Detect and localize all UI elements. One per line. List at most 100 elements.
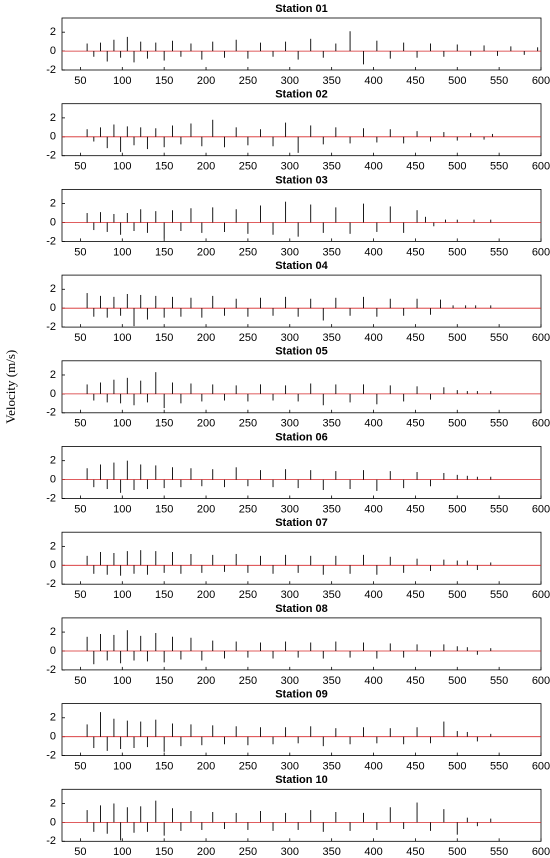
y-tick-label: 0: [50, 731, 56, 743]
x-tick-label: 150: [155, 675, 173, 687]
x-tick-label: 200: [197, 846, 215, 858]
axes-box: [61, 446, 542, 499]
x-tick-label: 600: [532, 589, 550, 601]
y-tick-label: 0: [50, 816, 56, 828]
y-tick-label: 2: [50, 455, 56, 467]
y-tick-label: 0: [50, 131, 56, 143]
axes-box: [61, 788, 542, 842]
x-tick-label: 100: [113, 75, 131, 87]
x-tick-label: 50: [74, 418, 86, 430]
x-tick-label: 600: [532, 418, 550, 430]
x-tick-label: 50: [74, 846, 86, 858]
x-tick-label: 400: [364, 161, 382, 173]
x-tick-label: 300: [281, 75, 299, 87]
x-tick-label: 150: [155, 161, 173, 173]
axes-box: [61, 703, 542, 756]
axes-box: [61, 188, 542, 242]
y-tick-label: 2: [50, 112, 56, 124]
x-tick-label: 600: [532, 503, 550, 515]
y-tick-label: -2: [46, 835, 56, 847]
x-tick-label: 150: [155, 332, 173, 344]
x-tick-label: 400: [364, 589, 382, 601]
x-tick-label: 350: [322, 761, 340, 773]
subplot-title: Station 02: [275, 89, 328, 101]
x-tick-label: 550: [490, 246, 508, 258]
x-tick-label: 450: [406, 675, 424, 687]
x-tick-label: 250: [239, 246, 257, 258]
x-tick-label: 350: [322, 675, 340, 687]
x-tick-label: 600: [532, 246, 550, 258]
x-tick-label: 450: [406, 246, 424, 258]
x-tick-label: 150: [155, 589, 173, 601]
x-tick-label: 250: [239, 675, 257, 687]
x-tick-label: 300: [281, 332, 299, 344]
x-tick-label: 450: [406, 332, 424, 344]
x-tick-label: 100: [113, 161, 131, 173]
x-tick-label: 50: [74, 75, 86, 87]
y-tick-label: 0: [50, 388, 56, 400]
subplot-title: Station 01: [275, 3, 328, 15]
y-tick-label: -2: [46, 664, 56, 676]
x-tick-label: 150: [155, 75, 173, 87]
x-tick-label: 500: [448, 418, 466, 430]
x-tick-label: 50: [74, 332, 86, 344]
x-tick-label: 200: [197, 761, 215, 773]
x-tick-label: 100: [113, 418, 131, 430]
x-tick-label: 50: [74, 503, 86, 515]
subplot-title: Station 09: [275, 689, 328, 701]
x-tick-label: 400: [364, 332, 382, 344]
x-tick-label: 550: [490, 75, 508, 87]
x-tick-label: 450: [406, 761, 424, 773]
x-tick-label: 50: [74, 675, 86, 687]
x-tick-label: 50: [74, 589, 86, 601]
x-tick-label: 400: [364, 761, 382, 773]
y-tick-label: 0: [50, 45, 56, 57]
x-tick-label: 500: [448, 161, 466, 173]
y-tick-label: 2: [50, 197, 56, 209]
axes-box: [61, 17, 542, 71]
y-tick-label: -2: [46, 750, 56, 762]
y-tick-label: 2: [50, 369, 56, 381]
x-tick-label: 300: [281, 503, 299, 515]
subplot-title: Station 07: [275, 517, 328, 529]
subplot-title: Station 06: [275, 431, 328, 443]
subplot-title: Station 03: [275, 174, 328, 186]
y-tick-label: 2: [50, 540, 56, 552]
x-tick-label: 550: [490, 332, 508, 344]
x-tick-label: 200: [197, 161, 215, 173]
x-tick-label: 550: [490, 503, 508, 515]
x-tick-label: 350: [322, 161, 340, 173]
x-tick-label: 550: [490, 589, 508, 601]
x-tick-label: 600: [532, 161, 550, 173]
y-tick-label: 0: [50, 216, 56, 228]
x-tick-label: 200: [197, 503, 215, 515]
x-tick-label: 350: [322, 503, 340, 515]
x-tick-label: 600: [532, 846, 550, 858]
x-tick-label: 600: [532, 675, 550, 687]
x-tick-label: 400: [364, 246, 382, 258]
y-tick-label: -2: [46, 235, 56, 247]
x-tick-label: 250: [239, 846, 257, 858]
x-tick-label: 500: [448, 246, 466, 258]
x-tick-label: 100: [113, 503, 131, 515]
x-tick-label: 400: [364, 846, 382, 858]
x-tick-label: 350: [322, 846, 340, 858]
x-tick-label: 600: [532, 75, 550, 87]
x-tick-label: 250: [239, 332, 257, 344]
y-tick-label: -2: [46, 321, 56, 333]
subplot-title: Station 10: [275, 774, 328, 786]
x-tick-label: 200: [197, 75, 215, 87]
y-tick-label: -2: [46, 578, 56, 590]
y-tick-label: 2: [50, 626, 56, 638]
x-tick-label: 300: [281, 246, 299, 258]
x-tick-label: 200: [197, 246, 215, 258]
x-tick-label: 50: [74, 161, 86, 173]
y-tick-label: -2: [46, 64, 56, 76]
x-tick-label: 300: [281, 161, 299, 173]
x-tick-label: 250: [239, 503, 257, 515]
y-tick-label: 0: [50, 473, 56, 485]
x-tick-label: 500: [448, 332, 466, 344]
x-tick-label: 50: [74, 246, 86, 258]
x-tick-label: 500: [448, 75, 466, 87]
x-tick-label: 150: [155, 246, 173, 258]
